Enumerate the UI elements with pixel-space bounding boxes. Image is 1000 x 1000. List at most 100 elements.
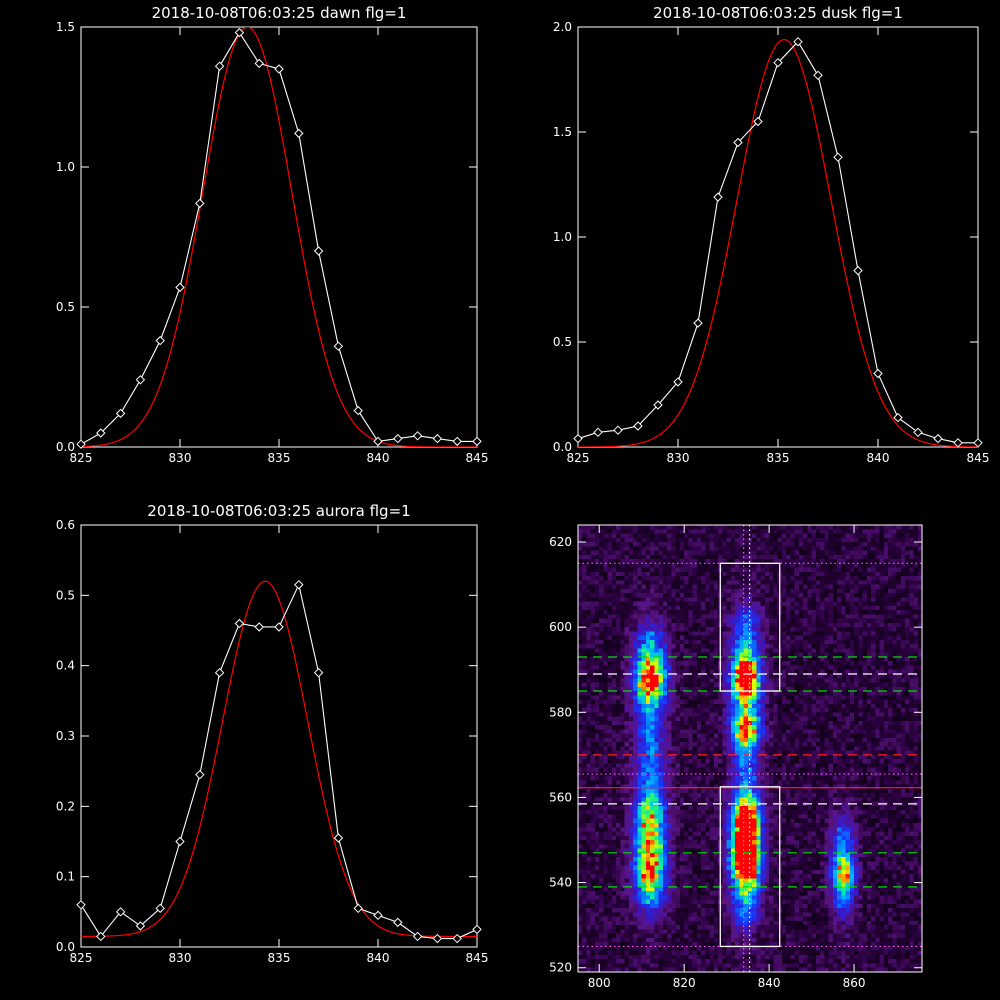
data-point bbox=[893, 412, 903, 423]
y-tick-label: 1.5 bbox=[553, 125, 572, 139]
data-point bbox=[155, 903, 165, 914]
data-point bbox=[373, 436, 383, 447]
y-tick-label: 2.0 bbox=[553, 20, 572, 34]
y-tick-label: 1.0 bbox=[56, 160, 75, 174]
data-point bbox=[833, 152, 843, 162]
y-tick-label: 0.4 bbox=[56, 659, 75, 673]
data-point bbox=[294, 128, 304, 139]
data-point bbox=[472, 436, 482, 447]
x-tick-label: 835 bbox=[268, 951, 291, 965]
data-point bbox=[135, 921, 146, 931]
data-point bbox=[333, 341, 344, 351]
x-tick-label: 840 bbox=[867, 451, 890, 465]
y-tick-label: 0.1 bbox=[56, 870, 75, 884]
y-tick-label: 0.0 bbox=[56, 440, 75, 454]
x-tick-label: 860 bbox=[843, 976, 866, 990]
x-tick-label: 835 bbox=[767, 451, 790, 465]
y-tick-label: 520 bbox=[549, 961, 572, 975]
data-point bbox=[412, 931, 423, 942]
chart-title: 2018-10-08T06:03:25 dawn flg=1 bbox=[152, 4, 407, 22]
data-point bbox=[234, 618, 245, 629]
dusk-profile-panel: 825 830 835 840 845 0.0 0.5 1.0 1.5 2.0 2018-10-08… bbox=[553, 4, 990, 465]
y-tick-label: 580 bbox=[549, 705, 572, 719]
y-tick-label: 1.0 bbox=[553, 230, 572, 244]
data-point bbox=[76, 900, 86, 910]
data-point bbox=[214, 667, 225, 678]
y-tick-label: 1.5 bbox=[56, 20, 75, 34]
spectrogram-heatmap bbox=[578, 525, 922, 972]
data-point bbox=[452, 933, 462, 944]
data-point bbox=[793, 36, 803, 47]
data-point bbox=[373, 910, 383, 921]
data-point bbox=[573, 433, 583, 444]
data-point bbox=[452, 436, 462, 447]
y-tick-label: 620 bbox=[549, 535, 572, 549]
x-tick-label: 840 bbox=[758, 976, 781, 990]
aurora-profile-panel: 825 830 835 840 845 0.0 0.1 0.2 0.3 0.4 0.5 0.6 2018… bbox=[56, 502, 489, 965]
data-point bbox=[195, 198, 205, 209]
data-point bbox=[254, 58, 264, 69]
gaussian-fit-line bbox=[81, 580, 477, 938]
y-tick-label: 0.5 bbox=[56, 300, 75, 314]
y-tick-label: 600 bbox=[549, 620, 572, 634]
data-point bbox=[115, 408, 126, 419]
x-tick-label: 845 bbox=[967, 451, 990, 465]
data-point bbox=[613, 425, 623, 435]
x-tick-label: 820 bbox=[673, 976, 696, 990]
data-point bbox=[713, 192, 723, 202]
data-point bbox=[353, 903, 363, 914]
data-point bbox=[913, 427, 923, 438]
chart-title: 2018-10-08T06:03:25 dusk flg=1 bbox=[653, 4, 903, 22]
data-point bbox=[593, 427, 603, 438]
data-point bbox=[214, 61, 225, 71]
data-point bbox=[953, 438, 963, 448]
data-point bbox=[633, 421, 643, 431]
data-point bbox=[412, 431, 423, 441]
data-point bbox=[973, 438, 983, 448]
plot-frame bbox=[80, 524, 478, 948]
data-point bbox=[393, 433, 403, 444]
data-line bbox=[578, 40, 978, 444]
data-point bbox=[135, 375, 146, 385]
x-tick-label: 825 bbox=[70, 951, 93, 965]
y-tick-label: 0.0 bbox=[56, 940, 75, 954]
data-point bbox=[933, 433, 943, 444]
x-tick-label: 835 bbox=[268, 451, 291, 465]
y-tick-label: 0.3 bbox=[56, 729, 75, 743]
y-tick-label: 560 bbox=[549, 790, 572, 804]
x-tick-label: 840 bbox=[367, 951, 390, 965]
data-point bbox=[115, 907, 126, 917]
selection-box bbox=[719, 562, 781, 692]
data-point bbox=[313, 246, 324, 256]
data-point bbox=[254, 622, 264, 632]
y-tick-label: 0.0 bbox=[553, 440, 572, 454]
data-point bbox=[753, 116, 763, 127]
y-tick-label: 0.5 bbox=[56, 588, 75, 602]
data-point bbox=[653, 400, 663, 410]
dawn-profile-panel: 825 830 835 840 845 0.0 0.5 1.0 1.5 2018-10-08T06… bbox=[56, 4, 489, 465]
data-point bbox=[274, 622, 284, 632]
data-point bbox=[353, 405, 363, 416]
data-point bbox=[333, 833, 344, 843]
data-point bbox=[673, 377, 683, 387]
chart-title: 2018-10-08T06:03:25 aurora flg=1 bbox=[147, 502, 410, 520]
data-point bbox=[693, 318, 703, 328]
x-tick-label: 825 bbox=[70, 451, 93, 465]
x-tick-label: 800 bbox=[588, 976, 611, 990]
gaussian-fit-line bbox=[81, 27, 477, 447]
data-point bbox=[813, 70, 823, 81]
x-tick-label: 845 bbox=[466, 951, 489, 965]
plot-frame bbox=[577, 524, 923, 973]
data-point bbox=[393, 917, 403, 928]
data-point bbox=[155, 335, 165, 346]
data-point bbox=[175, 836, 185, 847]
data-point bbox=[96, 428, 106, 438]
x-tick-label: 840 bbox=[367, 451, 390, 465]
x-tick-label: 830 bbox=[169, 951, 192, 965]
data-point bbox=[313, 667, 324, 678]
x-tick-label: 830 bbox=[169, 451, 192, 465]
data-point bbox=[234, 27, 245, 38]
x-tick-label: 845 bbox=[466, 451, 489, 465]
data-point bbox=[195, 769, 205, 780]
